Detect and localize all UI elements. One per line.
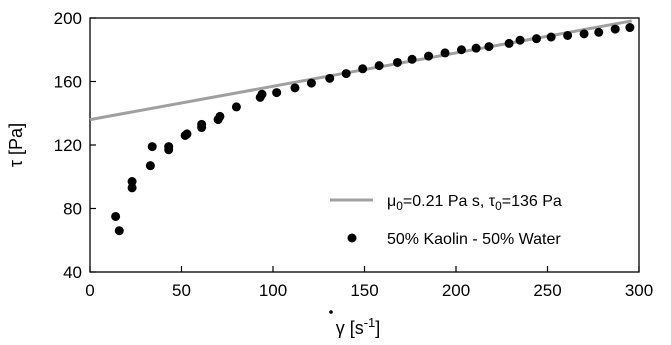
svg-text:γ [s-1]: γ [s-1]: [336, 315, 381, 338]
data-point: [197, 119, 207, 129]
data-point: [610, 24, 620, 34]
y-tick-label: 40: [63, 263, 82, 282]
legend-series-marker: [347, 233, 357, 243]
data-point: [145, 161, 155, 171]
legend-fit-label: μ0=0.21 Pa s, τ0=136 Pa: [387, 193, 562, 213]
x-axis-symbol-dot: [329, 310, 333, 314]
ticks: 0 50 100 150 200 250 300 40 80 120 160 200: [54, 9, 654, 300]
data-point: [147, 142, 157, 152]
y-tick-label: 80: [63, 200, 82, 219]
legend: μ0=0.21 Pa s, τ0=136 Pa 50% Kaolin - 50%…: [330, 193, 562, 248]
data-point: [111, 211, 121, 221]
data-point: [257, 89, 267, 99]
data-point: [127, 183, 137, 193]
x-tick-label: 200: [442, 281, 470, 300]
data-point: [374, 61, 384, 71]
data-point: [594, 27, 604, 37]
data-point: [325, 73, 335, 83]
data-point: [306, 78, 316, 88]
data-point: [515, 35, 525, 45]
x-tick-label: 250: [533, 281, 561, 300]
y-tick-label: 160: [54, 73, 82, 92]
data-point: [341, 69, 351, 79]
x-tick-label: 100: [259, 281, 287, 300]
data-point: [290, 83, 300, 93]
data-point: [546, 32, 556, 42]
x-axis-unit-exp: -1: [364, 315, 376, 330]
x-tick-label: 150: [350, 281, 378, 300]
x-tick-label: 0: [85, 281, 94, 300]
data-point: [484, 42, 494, 52]
x-tick-label: 300: [625, 281, 653, 300]
data-point: [579, 29, 589, 39]
data-point: [215, 111, 225, 121]
data-point: [504, 38, 514, 48]
data-point: [114, 226, 124, 236]
data-point: [164, 142, 174, 152]
y-axis-title: τ [Pa]: [6, 123, 26, 167]
y-tick-label: 200: [54, 9, 82, 28]
legend-series-label: 50% Kaolin - 50% Water: [387, 231, 561, 248]
data-point: [456, 45, 466, 55]
data-point: [440, 48, 450, 58]
data-point: [625, 23, 635, 33]
data-point: [182, 129, 192, 139]
data-point: [407, 54, 417, 64]
data-point: [532, 34, 542, 44]
data-point: [358, 64, 368, 74]
x-tick-label: 50: [172, 281, 191, 300]
y-tick-label: 120: [54, 136, 82, 155]
x-axis-title: γ [s-1]: [329, 310, 380, 338]
data-point: [127, 177, 137, 187]
data-point: [563, 30, 573, 40]
x-axis-symbol: γ: [336, 318, 345, 338]
data-points: [111, 23, 635, 236]
x-axis-unit-close: ]: [375, 318, 380, 338]
data-point: [231, 102, 241, 112]
data-point: [392, 57, 402, 67]
data-point: [424, 51, 434, 61]
x-axis-unit-open: [s: [345, 318, 364, 338]
data-point: [272, 88, 282, 98]
data-point: [471, 43, 481, 53]
